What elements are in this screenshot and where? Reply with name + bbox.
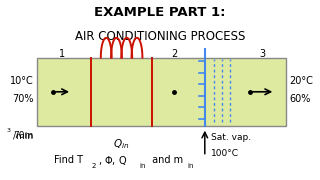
Text: in: in [187,163,194,169]
Text: EXAMPLE PART 1:: EXAMPLE PART 1: [94,6,226,19]
Text: 1: 1 [59,49,66,59]
Text: and m: and m [149,155,183,165]
Text: 2: 2 [171,49,178,59]
Text: /min: /min [13,131,33,140]
Text: 70m: 70m [13,131,34,140]
Bar [37,58,286,126]
Text: Sat. vap.: Sat. vap. [211,133,251,142]
Text: AIR CONDITIONING PROCESS: AIR CONDITIONING PROCESS [75,30,245,42]
Text: 60%: 60% [290,94,311,104]
Text: Find T: Find T [54,155,84,165]
Text: 3: 3 [259,49,266,59]
Text: 3: 3 [6,128,11,133]
Text: 10°C: 10°C [10,76,34,86]
Text: $Q_{in}$: $Q_{in}$ [114,137,130,151]
Text: 100°C: 100°C [211,149,239,158]
Text: , $\Phi$, Q: , $\Phi$, Q [98,154,127,167]
Text: 2: 2 [91,163,96,169]
Text: 70%: 70% [12,94,34,104]
Text: 20°C: 20°C [290,76,314,86]
Text: in: in [139,163,146,169]
